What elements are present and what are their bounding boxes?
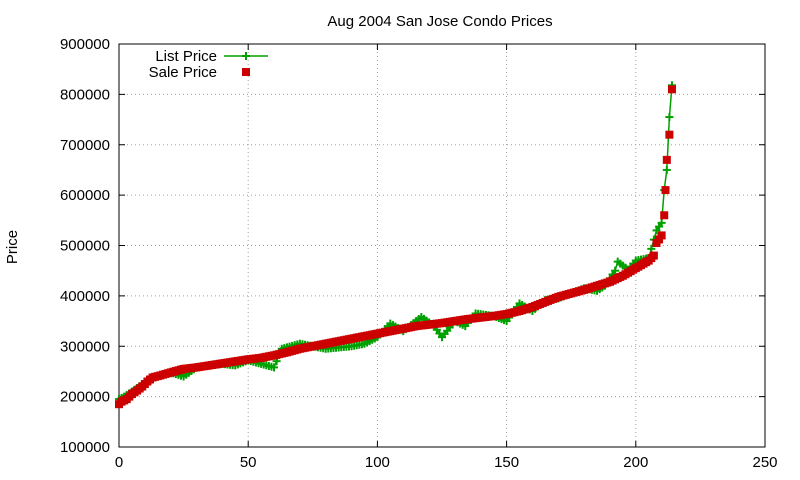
y-tick-label: 400000 <box>60 288 110 305</box>
point-sale-price <box>655 235 664 244</box>
x-tick-label: 200 <box>623 454 648 471</box>
point-sale-price <box>667 85 676 94</box>
y-tick-label: 800000 <box>60 86 110 103</box>
legend: List Price Sale Price <box>149 48 268 81</box>
y-tick-label: 500000 <box>60 238 110 255</box>
y-tick-label: 200000 <box>60 389 110 406</box>
y-tick-label: 700000 <box>60 137 110 154</box>
y-tick-label: 100000 <box>60 439 110 456</box>
point-list-price <box>647 244 656 253</box>
x-axis: 0 50 100 150 200 250 <box>115 44 778 471</box>
point-list-price <box>270 363 279 372</box>
point-sale-price <box>657 231 666 240</box>
legend-marker-sale-price <box>242 68 250 76</box>
point-list-price <box>611 266 620 275</box>
legend-label-sale-price: Sale Price <box>149 64 217 81</box>
point-sale-price <box>649 251 658 260</box>
chart-title: Aug 2004 San Jose Condo Prices <box>327 13 552 30</box>
point-sale-price <box>660 211 669 220</box>
y-tick-label: 300000 <box>60 338 110 355</box>
x-tick-label: 100 <box>365 454 390 471</box>
x-tick-label: 150 <box>494 454 519 471</box>
series-layer <box>115 81 676 409</box>
point-list-price <box>662 165 671 174</box>
point-list-price <box>665 113 674 122</box>
point-sale-price <box>662 155 671 164</box>
point-sale-price <box>665 130 674 139</box>
y-axis-label: Price <box>4 230 21 264</box>
y-tick-label: 600000 <box>60 187 110 204</box>
series-line-list-price <box>118 85 673 400</box>
grid-lines <box>119 44 765 447</box>
point-list-price <box>657 218 666 227</box>
x-tick-label: 50 <box>240 454 257 471</box>
legend-label-list-price: List Price <box>155 48 217 65</box>
x-tick-label: 0 <box>115 454 123 471</box>
x-tick-label: 250 <box>752 454 777 471</box>
y-tick-label: 900000 <box>60 36 110 53</box>
point-sale-price <box>661 186 670 195</box>
y-axis: 100000 200000 300000 400000 500000 600000 7000… <box>60 36 765 456</box>
